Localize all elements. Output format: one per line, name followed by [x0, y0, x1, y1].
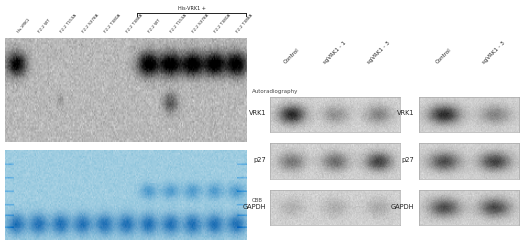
- Text: sgVRK1 - 1: sgVRK1 - 1: [323, 40, 348, 65]
- Text: Control: Control: [283, 48, 301, 65]
- Text: F2.2 S378A: F2.2 S378A: [82, 13, 100, 34]
- Text: F2.2 WT: F2.2 WT: [148, 18, 162, 34]
- Text: F2.2 T153A: F2.2 T153A: [170, 13, 188, 34]
- Text: F2.2 T153A: F2.2 T153A: [60, 13, 78, 34]
- Text: CBB: CBB: [252, 198, 263, 202]
- Text: Autoradiography: Autoradiography: [252, 89, 298, 94]
- Text: F2.2 T380A: F2.2 T380A: [104, 13, 122, 34]
- Text: His-VRK1 +: His-VRK1 +: [178, 6, 206, 11]
- Text: GAPDH: GAPDH: [243, 204, 266, 210]
- Text: Control: Control: [435, 48, 453, 65]
- Text: sgVRK1 - 3: sgVRK1 - 3: [366, 40, 391, 65]
- Text: His-VRK1: His-VRK1: [16, 17, 31, 34]
- Text: p27: p27: [253, 157, 266, 163]
- Text: F2.2 S378A: F2.2 S378A: [192, 13, 210, 34]
- Text: F2.2 T388A: F2.2 T388A: [235, 13, 253, 34]
- Text: F2.2 T388A: F2.2 T388A: [126, 13, 144, 34]
- Text: VRK1: VRK1: [397, 110, 414, 116]
- Text: F2.2 T380A: F2.2 T380A: [214, 13, 232, 34]
- Text: GAPDH: GAPDH: [391, 204, 414, 210]
- Text: VRK1: VRK1: [249, 110, 266, 116]
- Text: sgVRK1 - 3: sgVRK1 - 3: [482, 40, 507, 65]
- Text: F2.2 WT: F2.2 WT: [38, 18, 52, 34]
- Text: p27: p27: [402, 157, 414, 163]
